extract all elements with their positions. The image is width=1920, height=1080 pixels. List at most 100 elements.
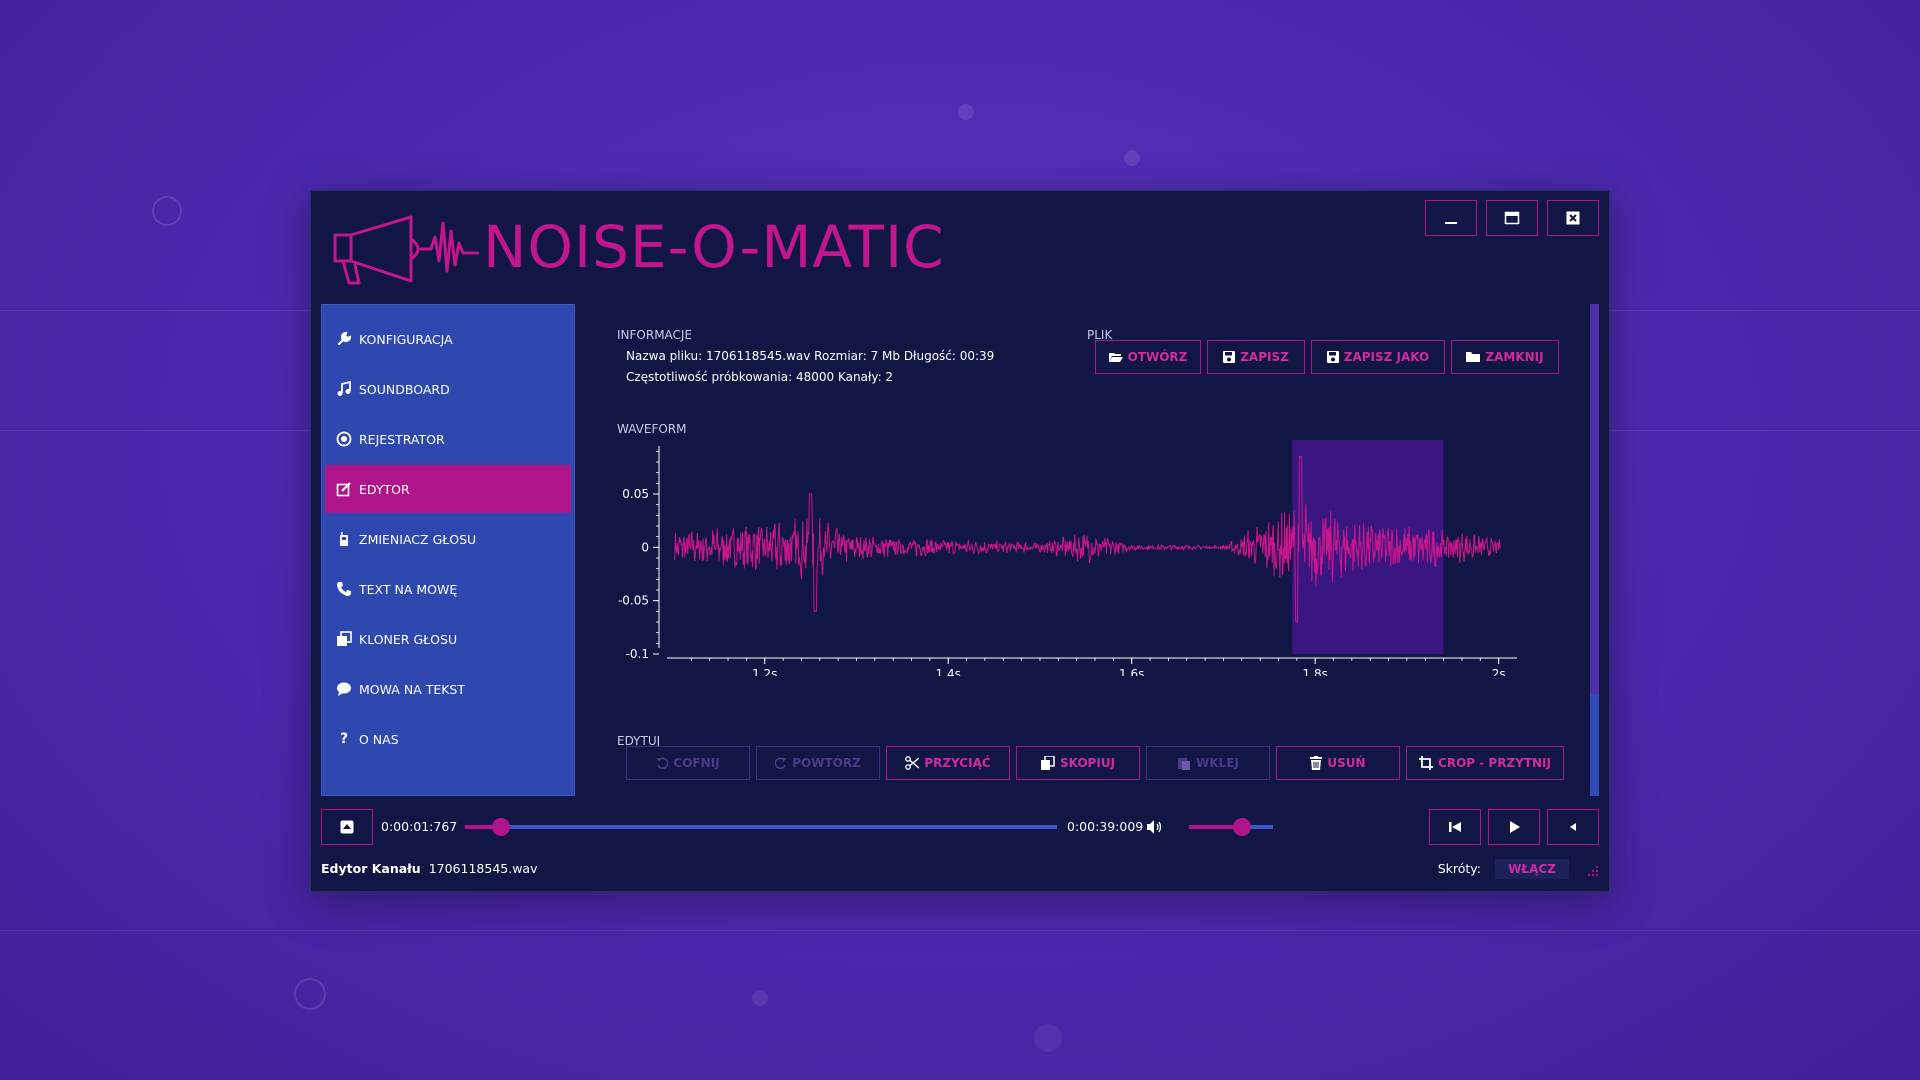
sidebar-item-edytor[interactable]: EDYTOR — [325, 465, 571, 513]
y-tick-label: 0.05 — [622, 487, 649, 501]
sidebar-item-label: TEXT NA MOWĘ — [359, 581, 458, 597]
bg-circle — [294, 978, 326, 1010]
close-file-button[interactable]: ZAMKNIJ — [1451, 340, 1559, 374]
walkie-talkie-icon — [335, 530, 353, 548]
wrench-icon — [335, 330, 353, 348]
x-tick-label: 1.8s — [1303, 667, 1328, 676]
y-tick-label: 0 — [641, 540, 649, 554]
open-button[interactable]: OTWÓRZ — [1095, 340, 1201, 374]
file-section-label: PLIK — [1087, 328, 1113, 342]
seek-slider-knob[interactable] — [491, 818, 510, 836]
save-as-button-label: ZAPISZ JAKO — [1343, 350, 1430, 364]
waveform-chart[interactable]: 0.05 0 -0.05 -0.1 1.2s 1.4s 1.6s 1.8s 2s — [617, 436, 1537, 676]
sidebar-item-label: ZMIENIACZ GŁOSU — [359, 531, 477, 547]
redo-button-label: POWTÓRZ — [792, 756, 861, 770]
undo-button[interactable]: COFNIJ — [626, 746, 750, 780]
crop-button-label: CROP - PRZYTNIJ — [1438, 756, 1551, 770]
sidebar-item-label: EDYTOR — [359, 481, 410, 497]
app-window: NOISE-O-MATIC KONFIGURACJA SOUNDBOARD RE… — [310, 190, 1610, 892]
sidebar-item-konfiguracja[interactable]: KONFIGURACJA — [325, 315, 571, 363]
clone-icon — [335, 630, 353, 648]
play-icon — [1510, 821, 1520, 833]
seek-slider-fill — [465, 825, 501, 829]
play-button[interactable] — [1488, 809, 1540, 845]
sidebar-item-label: MOWA NA TEKST — [359, 681, 465, 697]
open-button-label: OTWÓRZ — [1127, 350, 1188, 364]
resize-grip-icon[interactable] — [1585, 863, 1599, 877]
folder-icon — [1466, 352, 1481, 362]
volume-slider-fill — [1189, 825, 1242, 829]
crop-icon — [1419, 756, 1434, 770]
minimize-button[interactable] — [1425, 200, 1477, 236]
y-tick-label: -0.1 — [626, 647, 649, 661]
close-icon — [1566, 211, 1580, 225]
bg-wave-line — [0, 930, 1920, 931]
scrollbar-lower-track — [1590, 694, 1599, 796]
speech-bubble-icon — [335, 680, 353, 698]
editor-panel: INFORMACJE Nazwa pliku: 1706118545.wav R… — [601, 304, 1583, 796]
copy-button[interactable]: SKOPIUJ — [1016, 746, 1140, 780]
sidebar: KONFIGURACJA SOUNDBOARD REJESTRATOR EDYT… — [321, 304, 575, 796]
bg-dot — [958, 104, 974, 120]
copy-button-label: SKOPIUJ — [1059, 756, 1116, 770]
trash-icon — [1310, 756, 1323, 770]
file-info-line: Nazwa pliku: 1706118545.wav Rozmiar: 7 M… — [626, 349, 995, 363]
skip-back-icon — [1449, 822, 1461, 832]
app-logo: NOISE-O-MATIC — [329, 209, 945, 285]
sidebar-item-mowa-na-tekst[interactable]: MOWA NA TEKST — [325, 665, 571, 713]
bg-dot — [1124, 150, 1140, 166]
x-tick-label: 2s — [1492, 667, 1506, 676]
save-as-button[interactable]: ZAPISZ JAKO — [1311, 340, 1445, 374]
record-icon — [335, 430, 353, 448]
sidebar-item-o-nas[interactable]: ? O NAS — [325, 715, 571, 763]
paste-icon — [1178, 758, 1191, 770]
redo-button[interactable]: POWTÓRZ — [756, 746, 880, 780]
volume-icon[interactable] — [1147, 819, 1163, 838]
sidebar-item-zmieniacz-glosu[interactable]: ZMIENIACZ GŁOSU — [325, 515, 571, 563]
total-time: 0:00:39:009 — [1067, 819, 1144, 834]
scissors-icon — [905, 756, 920, 770]
app-title: NOISE-O-MATIC — [483, 213, 945, 281]
close-button[interactable] — [1547, 200, 1599, 236]
x-tick-label: 1.6s — [1119, 667, 1144, 676]
reverse-button[interactable] — [1547, 809, 1599, 845]
status-bar: Edytor Kanału 1706118545.wav Skróty: WŁĄ… — [321, 859, 1599, 881]
redo-icon — [775, 757, 788, 769]
maximize-button[interactable] — [1486, 200, 1538, 236]
delete-button-label: USUŃ — [1327, 756, 1366, 770]
sidebar-item-soundboard[interactable]: SOUNDBOARD — [325, 365, 571, 413]
trim-button[interactable]: PRZYCIĄĆ — [886, 746, 1010, 780]
paste-button-label: WKLEJ — [1196, 756, 1239, 770]
minimize-icon — [1445, 222, 1457, 224]
sidebar-item-text-na-mowe[interactable]: TEXT NA MOWĘ — [325, 565, 571, 613]
info-section-label: INFORMACJE — [617, 328, 693, 342]
seek-slider[interactable] — [465, 825, 1057, 829]
delete-button[interactable]: USUŃ — [1276, 746, 1400, 780]
status-file: 1706118545.wav — [428, 861, 538, 876]
expand-button[interactable] — [321, 809, 373, 845]
scrollbar-thumb[interactable] — [1590, 304, 1599, 694]
transport-bar: 0:00:01:767 0:00:39:009 — [321, 809, 1599, 845]
folder-open-icon — [1108, 353, 1123, 362]
volume-slider-knob[interactable] — [1232, 818, 1251, 836]
skip-back-button[interactable] — [1429, 809, 1481, 845]
caret-left-icon — [1570, 823, 1576, 831]
save-button-label: ZAPISZ — [1240, 350, 1289, 364]
copy-icon — [1040, 756, 1055, 770]
y-tick-label: -0.05 — [618, 594, 649, 608]
maximize-icon — [1504, 211, 1520, 225]
current-time: 0:00:01:767 — [381, 819, 458, 834]
crop-button[interactable]: CROP - PRZYTNIJ — [1406, 746, 1564, 780]
sidebar-item-rejestrator[interactable]: REJESTRATOR — [325, 415, 571, 463]
content-scrollbar[interactable] — [1590, 304, 1599, 796]
music-note-icon — [335, 380, 353, 398]
paste-button[interactable]: WKLEJ — [1146, 746, 1270, 780]
waveform-section-label: WAVEFORM — [617, 422, 687, 436]
sidebar-item-kloner-glosu[interactable]: KLONER GŁOSU — [325, 615, 571, 663]
shortcuts-enable-button[interactable]: WŁĄCZ — [1495, 859, 1569, 879]
save-button[interactable]: ZAPISZ — [1207, 340, 1305, 374]
megaphone-waveform-icon — [333, 215, 479, 285]
save-icon — [1223, 351, 1236, 363]
eject-icon — [340, 820, 354, 834]
undo-button-label: COFNIJ — [673, 756, 720, 770]
